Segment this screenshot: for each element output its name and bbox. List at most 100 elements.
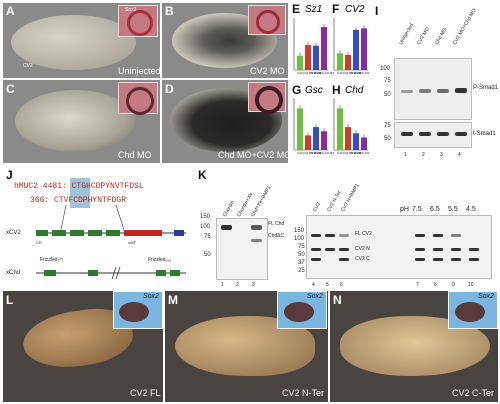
panel-label-m: M <box>168 293 178 307</box>
lane-uninjected: Uninjected <box>398 22 416 46</box>
band-label-tsmad1: t-Smad1 <box>473 131 496 137</box>
cv2-annotation: CV2 <box>23 63 33 69</box>
category-label: Uninj <box>337 152 343 155</box>
lane-chd-xlr-bmp1: Chd+Xlr+BMP1 <box>250 184 273 218</box>
category-label: Uninj <box>337 72 343 75</box>
inset-b <box>248 5 286 35</box>
lane-double: CV2 MO+Chd MO <box>452 7 478 47</box>
mw-50: 50 <box>384 92 391 98</box>
mw-75-bottom: 75 <box>384 123 391 129</box>
ph-6-5: 6.5 <box>430 206 440 213</box>
panel-label-f: F <box>332 2 340 16</box>
panel-label-a: A <box>6 4 15 18</box>
caption-c: Chd MO <box>118 150 152 160</box>
mw-k-50: 50 <box>204 252 211 258</box>
ann-fl-cv2: FL CV2 <box>355 231 372 237</box>
blot-k-left <box>216 218 268 280</box>
k-lane-6: 6 <box>340 282 343 288</box>
conserved-highlight <box>70 178 90 208</box>
gene-e: Sz1 <box>305 4 323 15</box>
tag-2: Frizzled₁₆₀ <box>148 257 172 263</box>
mw-k2-100: 100 <box>294 236 305 242</box>
inset-a <box>118 5 158 37</box>
caption-d: Chd MO+CV2 MO <box>218 150 292 160</box>
bar-chd-2 <box>353 133 359 150</box>
mw-k2-25: 25 <box>298 268 305 274</box>
category-label: CV2 MO <box>303 72 313 75</box>
ph-label: pH <box>400 206 409 213</box>
embryo-chdmo <box>15 90 135 152</box>
row-xcv2: xCV2 <box>6 230 21 236</box>
embryo-uninjected <box>11 15 136 70</box>
gene-f: CV2 <box>345 4 365 15</box>
panel-label-d: D <box>165 82 174 96</box>
ph-4-5: 4.5 <box>466 206 476 213</box>
panel-label-b: B <box>165 4 174 18</box>
category-label: Chd MO <box>311 72 320 75</box>
mw-50-bottom: 50 <box>384 136 391 142</box>
k-lane-9: 9 <box>452 282 455 288</box>
k-lane-3: 3 <box>252 282 255 288</box>
category-label: Chd MO <box>351 72 360 75</box>
category-label: CV2 MO <box>303 152 313 155</box>
blot-tsmad1 <box>394 122 472 148</box>
lane-chdmo: Chd MO <box>434 26 449 46</box>
category-label: Chd MO <box>311 152 320 155</box>
inset-gene-l: Sox2 <box>143 293 159 300</box>
mw-100: 100 <box>380 66 391 72</box>
panel-label-e: E <box>292 2 301 16</box>
category-label: Chd MO+CV2 MO <box>354 152 370 155</box>
inset-d <box>248 82 286 114</box>
mw-75: 75 <box>384 78 391 84</box>
panel-label-g: G <box>292 83 302 97</box>
mw-k2-37: 37 <box>298 260 305 266</box>
mw-k-100: 100 <box>200 224 211 230</box>
lane-chordin: Chordin <box>222 199 236 218</box>
caption-l: CV2 FL <box>130 388 161 398</box>
inset-c <box>118 82 158 115</box>
ann-chd-dc: ChdΔC <box>268 233 285 239</box>
bar-gsc-1 <box>305 135 311 150</box>
k-lane-4: 4 <box>312 282 315 288</box>
panel-label-h: H <box>332 83 341 97</box>
lane-cv2: CV2 <box>312 201 323 213</box>
k-lane-8: 8 <box>434 282 437 288</box>
panel-d <box>162 80 288 163</box>
gene-h: Chd <box>345 85 364 96</box>
mw-k2-50: 50 <box>298 252 305 258</box>
caption-a: Uninjected <box>118 66 161 76</box>
inset-gene-label: Sox2 <box>125 7 137 13</box>
mw-k2-75: 75 <box>298 244 305 250</box>
lane-num-4: 4 <box>458 152 461 158</box>
category-label: CV2 MO <box>343 152 353 155</box>
category-label: Uninj <box>297 72 303 75</box>
k-lane-5: 5 <box>326 282 329 288</box>
sequence-xcv2: 366: CTVFCDPHYNTFDGR <box>30 196 127 205</box>
caption-n: CV2 C-Ter <box>452 388 495 398</box>
blot-k-right <box>306 215 492 279</box>
bar-cv2-3 <box>361 28 367 70</box>
inset-gene-n: Sox2 <box>478 293 494 300</box>
category-label: CV2 MO <box>343 72 353 75</box>
panel-l: Sox2 <box>3 291 163 402</box>
bar-gsc-3 <box>321 131 327 150</box>
bar-sz1-0 <box>297 55 303 70</box>
ann-cv2-c: CV2 C <box>355 256 370 262</box>
inset-n <box>448 291 498 329</box>
inset-l <box>113 291 163 329</box>
panel-label-k: K <box>198 168 207 182</box>
k-lane-1: 1 <box>221 282 224 288</box>
panel-label-i: I <box>375 4 379 18</box>
mw-k2-150: 150 <box>294 228 305 234</box>
lane-num-3: 3 <box>440 152 443 158</box>
panel-label-j: J <box>6 168 13 182</box>
row-xchd: xChd <box>6 270 21 276</box>
bar-chd-1 <box>345 127 351 150</box>
bar-chd-3 <box>361 137 367 150</box>
bar-sz1-1 <box>305 45 311 70</box>
panel-label-c: C <box>6 82 15 96</box>
panel-c <box>3 80 160 163</box>
panel-n: Sox2 <box>330 291 498 402</box>
